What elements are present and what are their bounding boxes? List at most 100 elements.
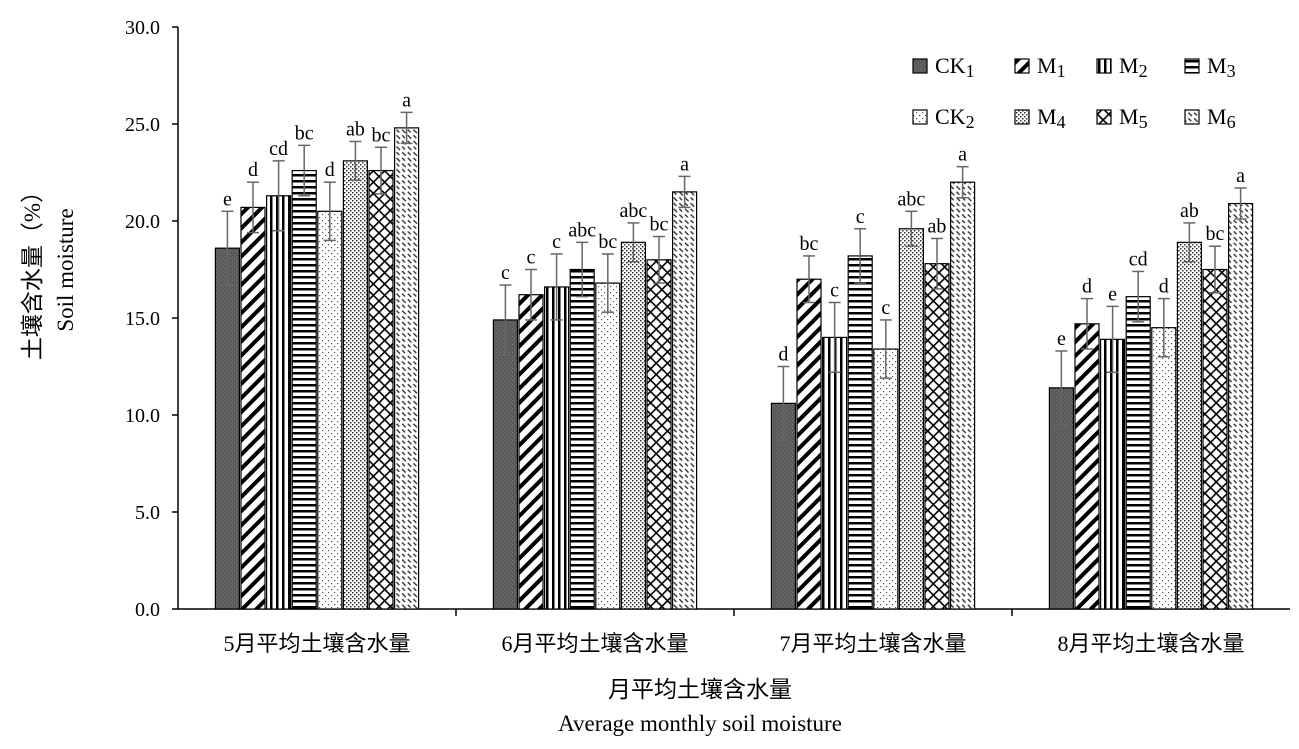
significance-letter: c — [881, 297, 890, 319]
x-axis-title-cn: 月平均土壤含水量 — [608, 677, 792, 702]
bar — [847, 255, 873, 610]
legend: CK1 M1 M2 M3 CK2 M4 M5 M6 — [912, 53, 1236, 132]
legend-label: M4 — [1037, 104, 1066, 132]
significance-letter: c — [501, 262, 510, 284]
significance-letter: ab — [346, 118, 365, 140]
significance-letter: c — [830, 279, 839, 301]
legend-swatch — [1014, 58, 1030, 74]
legend-swatch — [1096, 58, 1112, 74]
legend-label: M3 — [1207, 53, 1236, 81]
significance-letter: a — [402, 89, 411, 111]
significance-letter: abc — [898, 188, 926, 210]
significance-letter: e — [1057, 328, 1066, 350]
x-axis-title-en: Average monthly soil moisture — [558, 711, 842, 736]
bar — [821, 336, 848, 610]
bar — [266, 195, 292, 610]
bar — [924, 263, 950, 610]
bar — [291, 169, 317, 610]
significance-letter: d — [1082, 276, 1092, 298]
legend-label: CK2 — [935, 104, 975, 132]
significance-letter: ab — [1180, 200, 1199, 222]
significance-letter: bc — [295, 122, 314, 144]
x-category-label: 6月平均土壤含水量 — [501, 631, 688, 656]
legend-swatch — [912, 109, 928, 125]
significance-letter: bc — [650, 214, 669, 236]
bar — [873, 348, 899, 610]
significance-letter: bc — [598, 231, 617, 253]
significance-letter: abc — [568, 219, 596, 241]
significance-letter: bc — [1206, 223, 1225, 245]
legend-label: M1 — [1037, 53, 1066, 81]
bar — [796, 278, 822, 610]
y-tick-label: 20.0 — [125, 211, 160, 233]
bar — [949, 181, 976, 610]
significance-letter: a — [680, 153, 689, 175]
bar — [1074, 323, 1100, 610]
bar — [1202, 268, 1228, 610]
y-axis-title-cn: 土壤含水量（%） — [20, 180, 45, 360]
bar — [595, 282, 621, 610]
bar — [1125, 296, 1151, 610]
x-category-label: 7月平均土壤含水量 — [779, 631, 966, 656]
x-category-label: 8月平均土壤含水量 — [1057, 631, 1244, 656]
significance-letter: d — [1159, 276, 1169, 298]
bar — [1227, 202, 1254, 610]
legend-swatch — [1096, 109, 1112, 125]
significance-letter: c — [856, 206, 865, 228]
y-tick-label: 30.0 — [125, 17, 160, 39]
significance-letter: bc — [372, 124, 391, 146]
legend-swatch — [1184, 58, 1200, 74]
significance-letter: a — [1236, 165, 1245, 187]
y-axis-title: 土壤含水量（%） Soil moisture — [20, 180, 78, 360]
bar — [492, 319, 518, 610]
legend-swatch — [1014, 109, 1030, 125]
y-axis-title-en: Soil moisture — [53, 208, 78, 331]
y-tick-label: 0.0 — [135, 599, 160, 621]
legend-label: M2 — [1119, 53, 1148, 81]
y-tick-label: 5.0 — [135, 502, 160, 524]
bar — [1176, 241, 1203, 610]
bar — [240, 206, 266, 610]
bar — [317, 210, 343, 610]
significance-letter: d — [778, 344, 788, 366]
significance-letter: c — [552, 231, 561, 253]
legend-label: M6 — [1207, 104, 1236, 132]
significance-letter: bc — [800, 233, 819, 255]
bar — [569, 268, 595, 610]
significance-letter: a — [958, 144, 967, 166]
significance-letter: d — [325, 159, 335, 181]
y-tick-label: 25.0 — [125, 114, 160, 136]
bar — [214, 247, 240, 610]
bar — [543, 286, 570, 610]
significance-letter: e — [1108, 283, 1117, 305]
bar — [1151, 327, 1177, 610]
bars — [214, 111, 1254, 610]
bar — [620, 241, 647, 610]
significance-letter: cd — [1129, 248, 1148, 270]
bar — [1099, 338, 1126, 610]
significance-letter: abc — [620, 200, 648, 222]
axes: 0.0 5.0 10.0 15.0 20.0 25.0 30.0 5月平均土壤含水量 6月平均土… — [125, 17, 1290, 656]
legend-swatch — [912, 58, 928, 74]
bar — [646, 259, 672, 610]
significance-letter: c — [527, 247, 536, 269]
bar — [368, 169, 394, 610]
bar — [671, 191, 698, 610]
bar — [394, 127, 420, 610]
significance-letter: ab — [928, 215, 947, 237]
y-tick-label: 10.0 — [125, 405, 160, 427]
legend-label: M5 — [1119, 104, 1148, 132]
significance-letter: e — [223, 188, 232, 210]
significance-letter: d — [248, 159, 258, 181]
x-category-label: 5月平均土壤含水量 — [223, 631, 410, 656]
legend-swatch — [1184, 109, 1200, 125]
legend-label: CK1 — [935, 53, 975, 81]
bar — [342, 160, 368, 610]
significance-letter: cd — [269, 138, 288, 160]
x-axis-title: 月平均土壤含水量 Average monthly soil moisture — [558, 677, 842, 736]
bar — [518, 294, 544, 610]
bar — [898, 228, 925, 610]
